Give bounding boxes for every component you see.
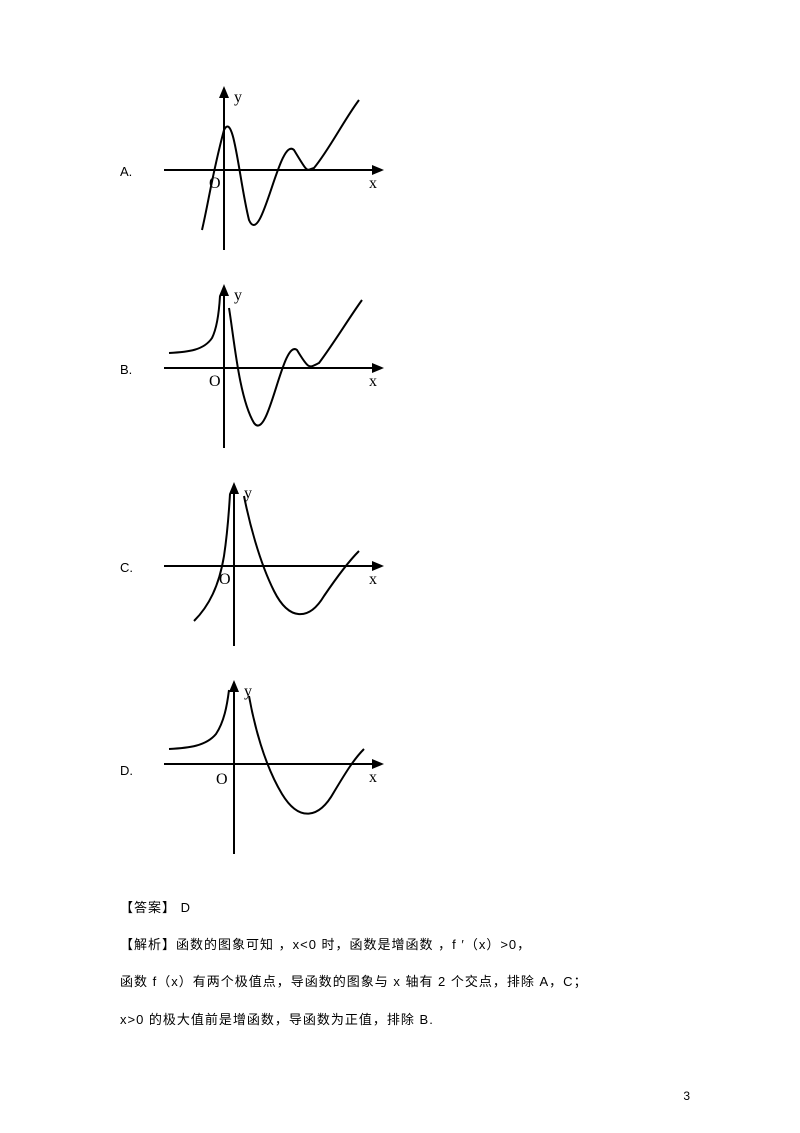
- origin-label: O: [209, 373, 221, 390]
- option-c-label: C.: [120, 558, 150, 575]
- answer-line2: 函数 f（x）有两个极值点，导函数的图象与 x 轴有 2 个交点，排除 A，C；: [120, 966, 700, 997]
- answer-line3: x>0 的极大值前是增函数，导函数为正值，排除 B.: [120, 1004, 700, 1035]
- graph-d: y x O: [154, 674, 394, 864]
- option-a: A. y x O: [120, 80, 700, 260]
- origin-label: O: [216, 771, 228, 788]
- y-label: y: [234, 287, 242, 304]
- y-label: y: [234, 89, 242, 106]
- y-label: y: [244, 683, 252, 700]
- answer-block: 【答案】 D 【解析】函数的图象可知 ，x<0 时，函数是增函数 ，f ′（x）…: [120, 892, 700, 1035]
- option-d-label: D.: [120, 761, 150, 778]
- option-a-label: A.: [120, 162, 150, 179]
- graph-b: y x O: [154, 278, 394, 458]
- page: A. y x O B. y: [0, 0, 800, 1133]
- option-b-label: B.: [120, 360, 150, 377]
- answer-heading: 【答案】 D: [120, 892, 700, 923]
- graph-c: y x O: [154, 476, 394, 656]
- option-b: B. y x O: [120, 278, 700, 458]
- answer-line1: 【解析】函数的图象可知 ，x<0 时，函数是增函数 ，f ′（x）>0，: [120, 929, 700, 960]
- page-number: 3: [683, 1089, 690, 1103]
- x-label: x: [369, 373, 377, 390]
- x-label: x: [369, 571, 377, 588]
- x-label: x: [369, 769, 377, 786]
- x-label: x: [369, 175, 377, 192]
- option-d: D. y x O: [120, 674, 700, 864]
- graph-a: y x O: [154, 80, 394, 260]
- option-c: C. y x O: [120, 476, 700, 656]
